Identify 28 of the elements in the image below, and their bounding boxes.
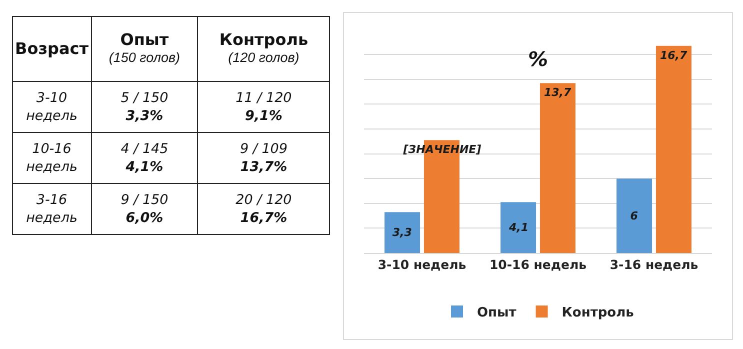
data-label: 6 (630, 209, 638, 222)
text: 10-16 недель (25, 140, 78, 176)
x-tick-label: 10-16 недель (489, 257, 587, 272)
text: 11 / 120 9,1% (234, 89, 293, 125)
text: 3-16 недель (25, 191, 78, 227)
text: 9 / 109 13,7% (238, 140, 288, 176)
bar (540, 83, 576, 253)
data-label: 3,3 (392, 226, 412, 240)
bar (616, 178, 652, 253)
data-label: 16,7 (660, 48, 688, 62)
bar (656, 46, 692, 253)
text: 3-10 недель (25, 89, 78, 125)
text: 20 / 120 16,7% (234, 191, 293, 227)
bar (500, 202, 536, 253)
text: 4 / 145 4,1% (120, 140, 170, 176)
chart-title: % (528, 47, 548, 72)
legend-label: Контроль (562, 306, 634, 321)
legend-label: Опыт (477, 306, 517, 321)
text: 5 / 150 3,3% (120, 89, 170, 125)
text: 9 / 150 6,0% (120, 191, 170, 227)
data-label: 4,1 (508, 221, 529, 234)
x-tick-label: 3-10 недель (378, 257, 466, 272)
text: Контроль (120 голов) (218, 30, 310, 67)
text: Возраст (15, 39, 88, 58)
text: Опыт (150 голов) (108, 30, 182, 67)
data-label: 13,7 (544, 86, 572, 100)
x-tick-label: 3-16 недель (610, 257, 698, 272)
bar (384, 212, 420, 253)
